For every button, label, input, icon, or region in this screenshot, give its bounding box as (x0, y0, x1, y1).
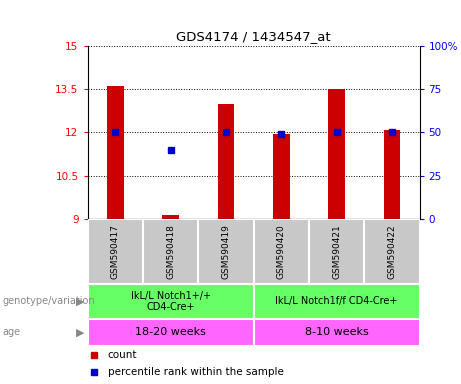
Text: 8-10 weeks: 8-10 weeks (305, 327, 368, 337)
Text: GSM590417: GSM590417 (111, 224, 120, 279)
Text: genotype/variation: genotype/variation (2, 296, 95, 306)
Bar (88, 219, 143, 284)
Bar (254, 219, 309, 284)
Text: ▶: ▶ (77, 327, 85, 337)
Bar (143, 219, 198, 284)
Text: age: age (2, 327, 20, 337)
Bar (364, 219, 420, 284)
Text: count: count (107, 350, 137, 360)
Text: IkL/L Notch1+/+
CD4-Cre+: IkL/L Notch1+/+ CD4-Cre+ (130, 291, 211, 312)
Text: GSM590418: GSM590418 (166, 224, 175, 279)
Text: GSM590422: GSM590422 (387, 224, 396, 279)
Title: GDS4174 / 1434547_at: GDS4174 / 1434547_at (176, 30, 331, 43)
Text: IkL/L Notch1f/f CD4-Cre+: IkL/L Notch1f/f CD4-Cre+ (275, 296, 398, 306)
Bar (88, 284, 254, 319)
Bar (273, 134, 290, 219)
Text: GSM590420: GSM590420 (277, 224, 286, 279)
Bar (254, 319, 420, 346)
Bar (107, 86, 124, 219)
Bar (384, 130, 400, 219)
Text: GSM590421: GSM590421 (332, 224, 341, 279)
Text: ▶: ▶ (77, 296, 85, 306)
Bar (218, 104, 234, 219)
Bar (88, 319, 254, 346)
Bar (198, 219, 254, 284)
Bar (162, 215, 179, 219)
Text: GSM590419: GSM590419 (221, 224, 230, 279)
Text: percentile rank within the sample: percentile rank within the sample (107, 366, 284, 377)
Text: 18-20 weeks: 18-20 weeks (135, 327, 206, 337)
Bar (328, 89, 345, 219)
Bar (309, 219, 364, 284)
Bar (254, 284, 420, 319)
